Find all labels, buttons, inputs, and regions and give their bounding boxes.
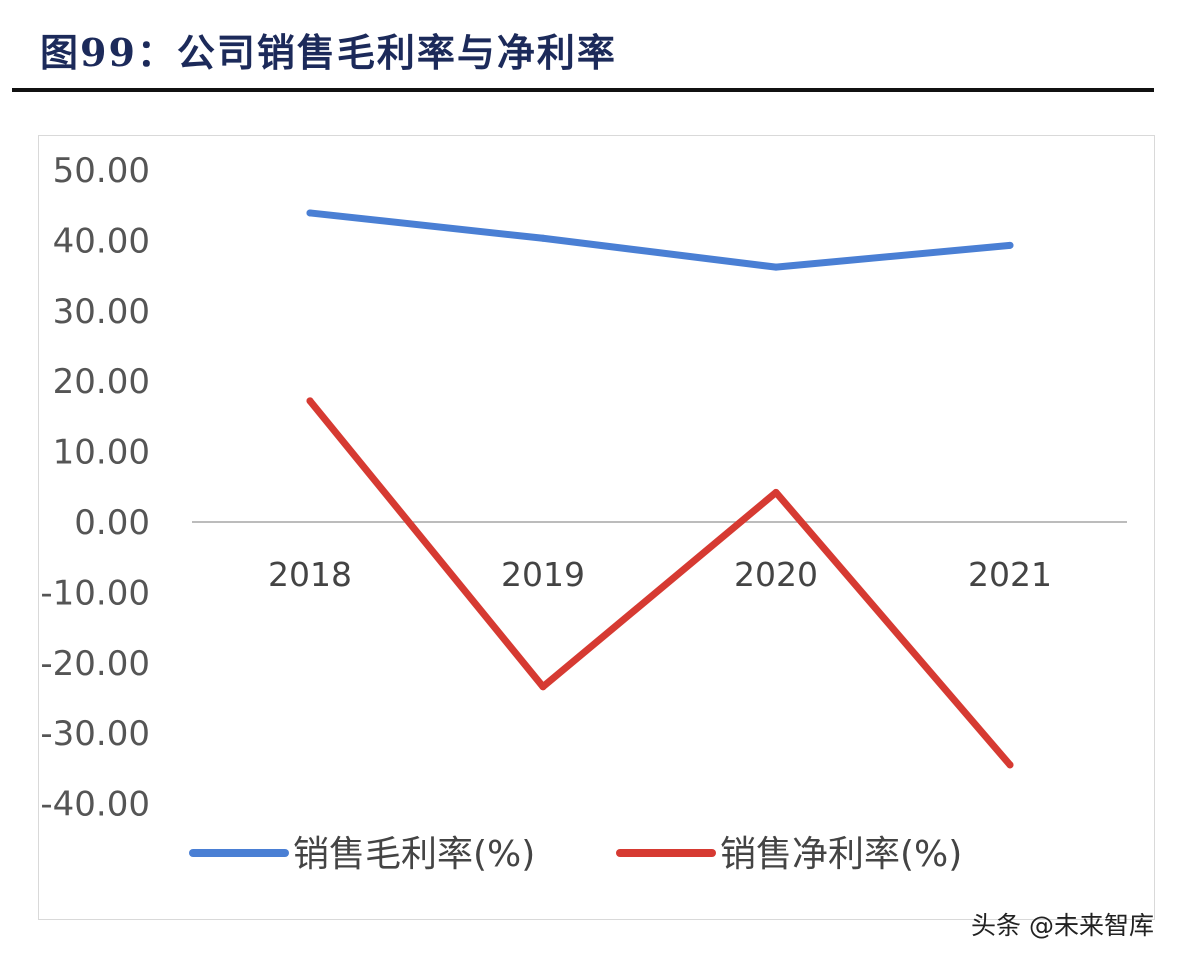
y-tick-label: -20.00 [40, 644, 150, 684]
series-line-net-margin [306, 397, 1014, 769]
y-tick-label: 40.00 [53, 221, 150, 261]
data-point [772, 488, 780, 496]
y-tick-label: 0.00 [74, 503, 150, 543]
data-point [772, 263, 780, 271]
legend-label: 销售净利率(%) [720, 834, 962, 875]
data-point [306, 397, 314, 405]
series-line-gross-margin [306, 209, 1014, 271]
y-tick-label: -40.00 [40, 785, 150, 825]
data-point [1006, 761, 1014, 769]
y-tick-label: -10.00 [40, 573, 150, 613]
watermark: 头条 @未来智库 [971, 911, 1154, 940]
title-divider [12, 88, 1154, 92]
x-tick-label: 2018 [268, 555, 352, 594]
x-tick-label: 2019 [501, 555, 585, 594]
y-tick-label: 20.00 [53, 362, 150, 402]
y-tick-label: -30.00 [40, 714, 150, 754]
figure-title: 图99：公司销售毛利率与净利率 [40, 30, 617, 75]
x-tick-label: 2021 [968, 555, 1052, 594]
data-point [539, 234, 547, 242]
y-tick-label: 30.00 [53, 292, 150, 332]
data-point [306, 209, 314, 217]
legend-label: 销售毛利率(%) [293, 834, 535, 875]
data-point [1006, 241, 1014, 249]
y-tick-label: 10.00 [53, 433, 150, 473]
x-tick-label: 2020 [734, 555, 818, 594]
data-point [539, 683, 547, 691]
chart-frame [38, 135, 1155, 920]
y-tick-label: 50.00 [53, 151, 150, 191]
